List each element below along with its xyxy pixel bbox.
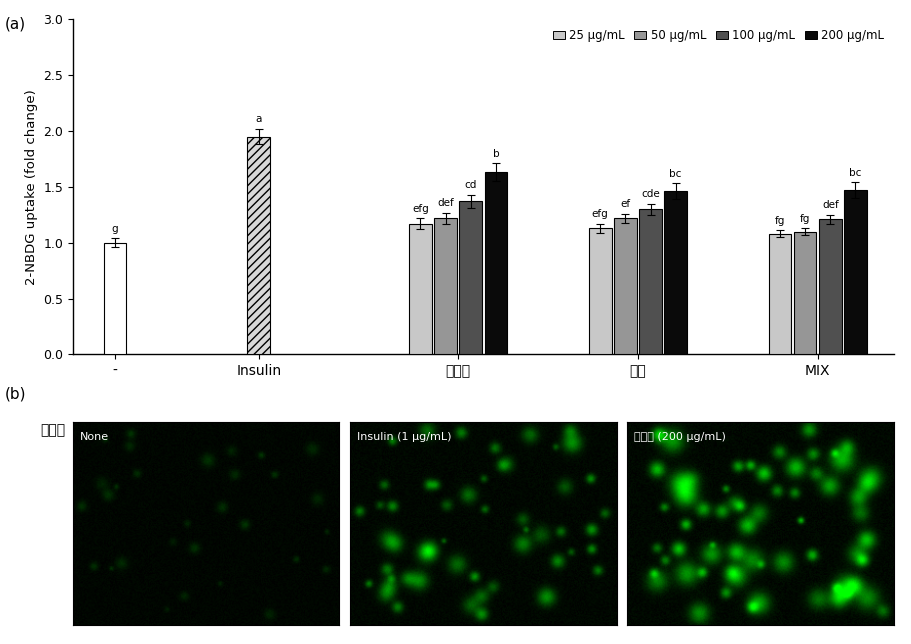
- Text: efg: efg: [412, 204, 428, 214]
- Bar: [589, 228, 611, 354]
- Text: a: a: [255, 114, 261, 124]
- Text: def: def: [436, 198, 454, 208]
- Text: efg: efg: [591, 209, 608, 219]
- Bar: [104, 243, 126, 354]
- Legend: 25 μg/mL, 50 μg/mL, 100 μg/mL, 200 μg/mL: 25 μg/mL, 50 μg/mL, 100 μg/mL, 200 μg/mL: [548, 25, 887, 45]
- Text: fg: fg: [773, 216, 784, 226]
- Bar: [484, 173, 507, 354]
- Bar: [613, 218, 636, 354]
- Bar: [818, 219, 841, 354]
- Bar: [639, 209, 661, 354]
- Text: g: g: [111, 223, 118, 234]
- Text: bc: bc: [848, 168, 861, 178]
- Text: ef: ef: [619, 199, 630, 209]
- Text: Insulin (1 μg/mL): Insulin (1 μg/mL): [356, 432, 451, 442]
- Text: (a): (a): [5, 16, 26, 31]
- Text: def: def: [821, 200, 838, 211]
- Text: 생강잎 (200 μg/mL): 생강잎 (200 μg/mL): [633, 432, 725, 442]
- Text: (b): (b): [5, 386, 26, 401]
- Text: cde: cde: [640, 189, 660, 199]
- Bar: [663, 191, 686, 354]
- Text: fg: fg: [799, 214, 809, 223]
- Y-axis label: 2-NBDG uptake (fold change): 2-NBDG uptake (fold change): [25, 89, 37, 285]
- Text: bc: bc: [669, 169, 681, 179]
- Text: None: None: [79, 432, 108, 442]
- Text: cd: cd: [464, 180, 476, 190]
- Bar: [768, 234, 791, 354]
- Bar: [409, 223, 432, 354]
- Bar: [434, 218, 456, 354]
- Text: 자출물: 자출물: [41, 424, 66, 438]
- Bar: [459, 202, 482, 354]
- Bar: [843, 190, 865, 354]
- Bar: [793, 231, 815, 354]
- Text: b: b: [492, 149, 498, 159]
- Bar: [247, 137, 270, 354]
